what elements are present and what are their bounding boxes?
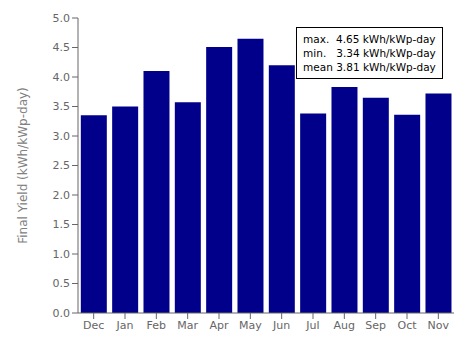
svg-text:Mar: Mar: [177, 319, 198, 332]
svg-text:1.0: 1.0: [53, 248, 71, 261]
svg-text:2.5: 2.5: [53, 159, 71, 172]
svg-text:Jul: Jul: [305, 319, 319, 332]
svg-text:0.0: 0.0: [53, 307, 71, 320]
svg-text:May: May: [239, 319, 262, 332]
svg-text:Aug: Aug: [334, 319, 355, 332]
svg-text:Dec: Dec: [83, 319, 104, 332]
svg-text:Sep: Sep: [365, 319, 386, 332]
svg-text:5.0: 5.0: [53, 12, 71, 25]
svg-text:1.5: 1.5: [53, 218, 71, 231]
svg-text:4.5: 4.5: [53, 41, 71, 54]
svg-text:3.0: 3.0: [53, 130, 71, 143]
svg-text:2.0: 2.0: [53, 189, 71, 202]
svg-text:3.5: 3.5: [53, 100, 71, 113]
svg-text:Nov: Nov: [428, 319, 450, 332]
svg-text:Final Yield (kWh/kWp-day): Final Yield (kWh/kWp-day): [16, 87, 30, 244]
html-text:min. 3.34 kWh/kWp-day: min. 3.34 kWh/kWp-day: [303, 46, 436, 59]
svg-text:Apr: Apr: [209, 319, 229, 332]
svg-text:Feb: Feb: [147, 319, 166, 332]
svg-text:Jun: Jun: [272, 319, 290, 332]
svg-text:Jan: Jan: [116, 319, 134, 332]
html-text:max. 4.65 kWh/kWp-day: max. 4.65 kWh/kWp-day: [303, 32, 436, 45]
svg-text:4.0: 4.0: [53, 71, 71, 84]
html-text:mean 3.81 kWh/kWp-day: mean 3.81 kWh/kWp-day: [303, 60, 436, 73]
svg-text:0.5: 0.5: [53, 277, 71, 290]
svg-text:Oct: Oct: [397, 319, 417, 332]
